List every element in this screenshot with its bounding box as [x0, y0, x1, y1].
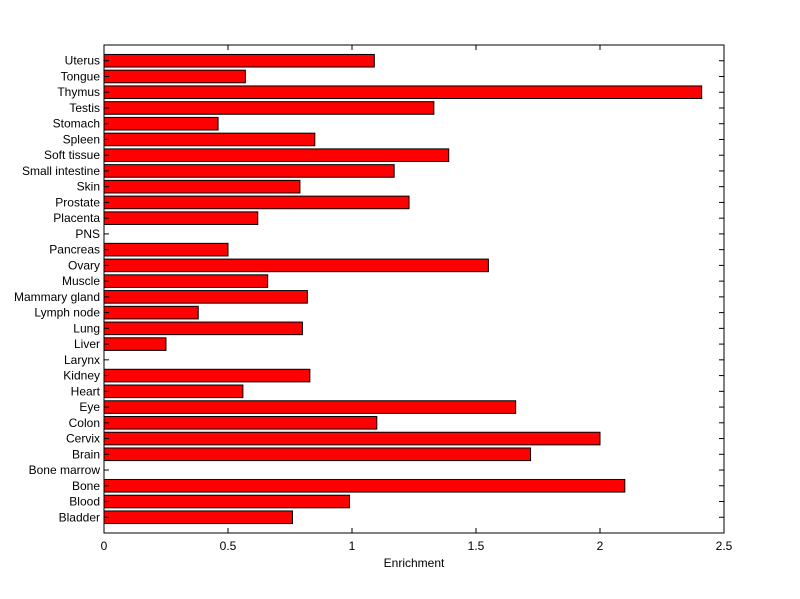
bar-lung [103, 321, 303, 336]
y-tick-label: Spleen [63, 132, 100, 146]
bar-mammary-gland [103, 290, 308, 304]
bar-soft-tissue [103, 148, 450, 162]
bar-bladder [103, 510, 293, 525]
y-tick-label: Bone marrow [29, 463, 101, 477]
bar-liver [103, 337, 167, 351]
bar-lymph-node [103, 305, 199, 320]
bar-uterus [103, 53, 375, 68]
x-tick-label: 2 [597, 539, 604, 553]
y-tick-label: Lung [73, 321, 100, 335]
y-tick-label: Larynx [64, 353, 100, 367]
y-tick-label: Muscle [62, 274, 100, 288]
y-tick-label: Soft tissue [44, 148, 100, 162]
bar-skin [103, 179, 301, 194]
bar-kidney [103, 368, 311, 383]
y-tick-label: Kidney [63, 369, 100, 383]
y-tick-label: Eye [79, 400, 100, 414]
y-tick-label: Colon [69, 416, 100, 430]
bar-eye [103, 400, 517, 414]
x-tick-label: 0 [101, 539, 108, 553]
bar-ovary [103, 258, 489, 273]
bar-small-intestine [103, 164, 395, 178]
y-tick-label: Pancreas [49, 243, 100, 257]
y-tick-label: Thymus [57, 85, 100, 99]
y-tick-label: Blood [69, 495, 100, 509]
y-tick-label: Liver [74, 337, 100, 351]
y-tick-label: Cervix [66, 432, 100, 446]
bar-bone [103, 478, 626, 493]
bar-tongue [103, 69, 246, 84]
y-tick-label: Bone [72, 479, 100, 493]
bar-heart [103, 384, 244, 399]
y-tick-label: Tongue [61, 69, 101, 83]
y-tick-label: Bladder [59, 510, 100, 524]
x-tick-label: 1 [349, 539, 356, 553]
y-tick-label: Mammary gland [14, 290, 100, 304]
bar-thymus [103, 85, 703, 100]
y-tick-label: Lymph node [34, 306, 100, 320]
y-tick-label: Heart [71, 384, 101, 398]
bar-prostate [103, 195, 410, 210]
bar-placenta [103, 211, 259, 225]
y-tick-label: Stomach [53, 117, 100, 131]
bar-colon [103, 416, 378, 430]
y-tick-label: Ovary [68, 258, 100, 272]
bar-pancreas [103, 242, 229, 257]
x-tick-label: 1.5 [468, 539, 485, 553]
x-axis-label: Enrichment [384, 556, 445, 570]
y-tick-label: Skin [77, 180, 100, 194]
y-tick-label: Prostate [55, 195, 100, 209]
x-tick-label: 2.5 [716, 539, 733, 553]
bar-muscle [103, 274, 269, 288]
bar-blood [103, 494, 351, 509]
bar-spleen [103, 132, 316, 147]
y-tick-label: Testis [69, 101, 100, 115]
y-tick-label: Uterus [65, 54, 100, 68]
bar-testis [103, 101, 435, 115]
bar-cervix [103, 431, 601, 446]
y-tick-label: Placenta [53, 211, 100, 225]
bar-brain [103, 447, 532, 462]
y-tick-label: Brain [72, 447, 100, 461]
bar-stomach [103, 116, 219, 131]
x-tick-label: 0.5 [220, 539, 237, 553]
y-tick-label: PNS [75, 227, 100, 241]
y-tick-label: Small intestine [22, 164, 100, 178]
